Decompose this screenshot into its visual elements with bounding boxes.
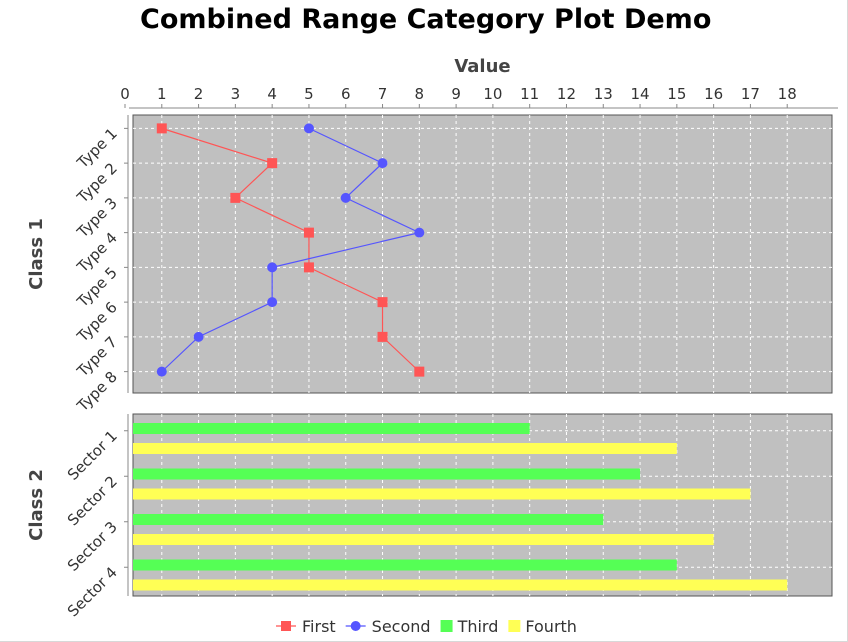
value-axis-tick-label: 18 — [778, 85, 797, 103]
value-axis-label: Value — [454, 56, 510, 77]
data-point-first — [267, 158, 278, 169]
value-axis-tick-label: 9 — [451, 85, 461, 103]
value-axis-tick-label: 10 — [483, 85, 502, 103]
category-tick-label: Sector 1 — [64, 427, 121, 484]
legend-label: Third — [457, 617, 499, 636]
value-axis-tick-label: 7 — [378, 85, 388, 103]
value-axis-tick-label: 14 — [631, 85, 650, 103]
bar-fourth — [133, 534, 714, 545]
value-axis-tick-label: 16 — [704, 85, 723, 103]
data-point-first — [414, 366, 425, 377]
value-axis-tick-label: 2 — [194, 85, 204, 103]
series-line-first — [161, 127, 420, 373]
value-axis-tick-label: 11 — [520, 85, 539, 103]
legend-item-fourth: Fourth — [508, 617, 577, 636]
domain-axis-label: Class 2 — [26, 469, 47, 541]
bar-third — [133, 559, 677, 571]
value-axis-tick-label: 6 — [341, 85, 351, 103]
series-line-second — [161, 127, 422, 373]
bar-third — [133, 468, 641, 480]
data-point-first — [303, 262, 314, 273]
plot-area-1 — [132, 114, 833, 394]
bar-fourth — [133, 579, 788, 591]
data-point-first — [230, 192, 241, 203]
data-point-second — [303, 123, 314, 134]
legend-box-icon — [440, 620, 453, 632]
legend-square-icon — [281, 621, 291, 631]
value-axis-tick-label: 4 — [267, 85, 277, 103]
legend-item-second: Second — [345, 617, 431, 636]
value-axis-tick-label: 0 — [120, 85, 130, 103]
value-axis-tick-label: 17 — [741, 85, 760, 103]
chart-title: Combined Range Category Plot Demo — [140, 4, 712, 35]
bar-fourth — [133, 443, 677, 454]
data-point-second — [267, 262, 278, 273]
legend-box-icon — [508, 620, 521, 632]
legend-circle-icon — [350, 621, 361, 631]
data-point-first — [303, 227, 314, 238]
data-point-second — [267, 297, 278, 308]
data-point-second — [414, 227, 425, 238]
data-point-first — [156, 123, 167, 134]
value-axis-tick-label: 15 — [667, 85, 686, 103]
legend-label: Second — [372, 617, 431, 636]
legend-label: First — [302, 617, 336, 636]
data-point-second — [193, 331, 204, 342]
legend-item-first: First — [276, 617, 336, 636]
value-axis-tick-label: 12 — [557, 85, 576, 103]
value-axis-tick-label: 1 — [157, 85, 167, 103]
value-axis-tick-label: 5 — [304, 85, 314, 103]
legend-label: Fourth — [525, 617, 577, 636]
bar-third — [133, 423, 530, 434]
legend-item-third: Third — [440, 617, 499, 636]
data-point-second — [156, 366, 167, 377]
value-axis-tick-label: 13 — [594, 85, 613, 103]
bar-fourth — [133, 488, 751, 500]
value-axis-tick-label: 3 — [231, 85, 241, 103]
bar-third — [133, 514, 604, 525]
data-point-second — [377, 158, 388, 169]
data-point-first — [377, 297, 388, 308]
data-point-first — [377, 331, 388, 342]
data-point-second — [340, 192, 351, 203]
domain-axis-label: Class 1 — [26, 218, 47, 290]
value-axis-tick-label: 8 — [415, 85, 425, 103]
